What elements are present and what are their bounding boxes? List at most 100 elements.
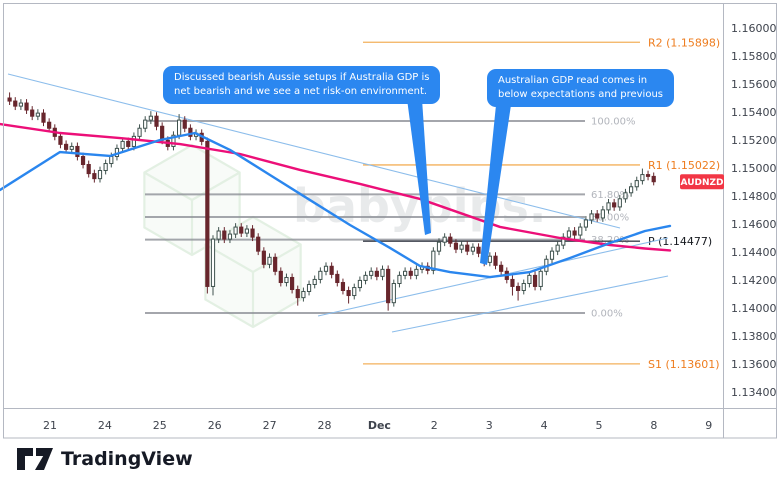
candle-up [131, 135, 137, 147]
tradingview-logo[interactable]: TradingView [16, 446, 193, 472]
candle-up [267, 256, 272, 265]
candle-up [617, 198, 622, 208]
candle-up [561, 236, 566, 246]
candle-up [148, 115, 153, 121]
candle-up [629, 186, 634, 194]
candle-up [177, 119, 182, 136]
candle-up [323, 265, 329, 272]
price-tick-label: 1.13600 [731, 358, 777, 371]
price-axis[interactable]: 1.16000 1.15800 1.15600 1.15400 1.15200 1.150… [731, 22, 777, 399]
candle-up [414, 268, 419, 276]
fast-ma-blue[interactable] [0, 131, 672, 279]
candle-up [312, 278, 317, 285]
callout-text: Australian GDP read comes in [498, 75, 648, 86]
time-tick-label: 26 [208, 419, 222, 432]
candle-down [126, 140, 131, 147]
candle-up [431, 250, 436, 271]
candle-up [521, 283, 526, 291]
candle-down [154, 115, 159, 127]
candle-down [645, 174, 651, 177]
candle-up [397, 274, 402, 285]
price-tick-label: 1.14000 [731, 302, 777, 315]
candle-up [442, 236, 447, 243]
candle-down [651, 175, 656, 183]
price-tick-label: 1.13800 [731, 330, 777, 343]
candle-up [18, 102, 23, 107]
annotation-callout-2[interactable]: Australian GDP read comes in below expec… [487, 69, 674, 107]
callout-pointer[interactable] [407, 99, 431, 235]
price-tick-label: 1.14200 [731, 274, 777, 287]
candle-up [352, 287, 357, 297]
candle-down [250, 228, 255, 238]
callout-text: below expectations and previous [498, 88, 663, 100]
price-tick-label: 1.14600 [731, 218, 777, 231]
candle-up [35, 112, 40, 117]
candle-down [24, 102, 29, 111]
candle-up [600, 209, 605, 219]
candle-down [374, 270, 379, 277]
candle-up [459, 244, 464, 250]
candle-down [335, 273, 340, 284]
candle-down [510, 278, 515, 287]
candle-down [47, 121, 52, 129]
trendline[interactable] [7, 73, 621, 229]
candle-down [476, 246, 481, 254]
candle-down [465, 244, 470, 252]
candle-up [566, 230, 572, 238]
candle-down [261, 250, 266, 265]
candle-down [58, 135, 63, 145]
candle-down [7, 97, 12, 102]
pivot-levels[interactable]: R2 (1.15898) R1 (1.15022) P (1.14477) S1 (1… [363, 36, 720, 371]
candle-down [30, 109, 35, 117]
candle-up [555, 244, 560, 252]
candle-down [493, 255, 498, 266]
candle-up [306, 283, 312, 292]
candle-up [109, 156, 114, 165]
candle-down [532, 274, 538, 287]
pivot-label: P (1.14477) [648, 235, 712, 248]
time-axis[interactable]: 21 24 25 26 27 28 Dec 2 3 4 5 8 9 [43, 419, 712, 432]
price-tick-label: 1.15600 [731, 78, 777, 91]
candle-down [273, 256, 278, 272]
candle-up [363, 274, 368, 281]
trendline[interactable] [391, 275, 669, 333]
candle-down [290, 276, 295, 291]
time-tick-label: 28 [318, 419, 332, 432]
candle-up [120, 140, 125, 149]
callout-pointer[interactable] [480, 105, 511, 265]
candle-up [210, 238, 216, 287]
candle-up [634, 180, 639, 188]
candle-down [329, 265, 334, 275]
candle-up [589, 213, 594, 221]
candle-down [75, 145, 80, 158]
candle-up [318, 270, 323, 280]
slow-ma-pink[interactable] [0, 122, 672, 252]
candle-up [380, 268, 385, 277]
candle-down [453, 242, 459, 250]
price-tick-label: 1.13400 [731, 386, 777, 399]
candle-down [346, 290, 351, 297]
candle-up [357, 279, 362, 289]
candle-down [188, 127, 193, 137]
candle-down [222, 230, 227, 240]
time-tick-label: 4 [541, 419, 548, 432]
candle-up [216, 230, 221, 240]
candle-up [606, 202, 611, 211]
time-tick-label: Dec [368, 419, 391, 432]
candle-up [549, 250, 555, 260]
pivot-label: R1 (1.15022) [648, 159, 720, 172]
candle-down [13, 100, 18, 107]
annotation-callout-1[interactable]: Discussed bearish Aussie setups if Austr… [163, 66, 441, 104]
candle-up [137, 127, 142, 137]
price-tick-label: 1.15000 [731, 162, 777, 175]
candle-down [595, 213, 600, 219]
fib-label: 50.00% [591, 213, 629, 224]
candle-down [182, 119, 187, 129]
candle-up [640, 174, 645, 182]
time-tick-label: 27 [263, 419, 277, 432]
candle-up [391, 283, 396, 304]
candle-up [578, 226, 583, 236]
time-tick-label: 8 [650, 419, 657, 432]
